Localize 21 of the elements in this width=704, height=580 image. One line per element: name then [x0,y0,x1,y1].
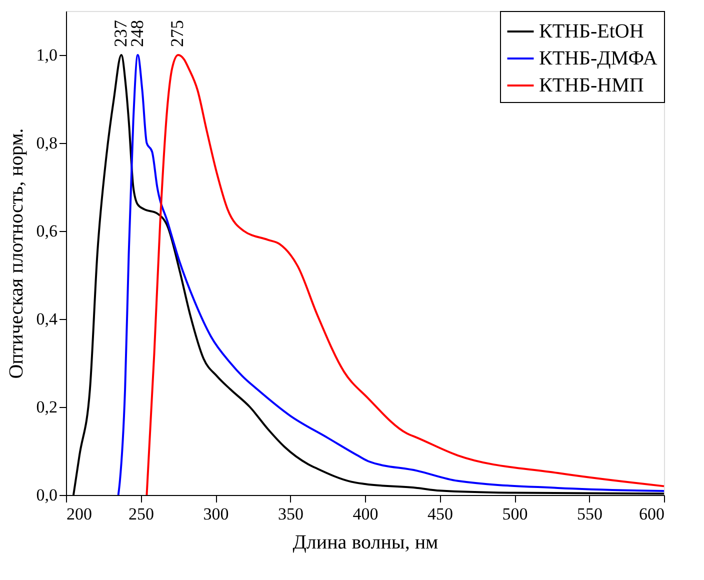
x-tick-label: 400 [352,504,378,524]
y-tick-label: 1,0 [36,46,58,64]
x-tick-label: 200 [66,504,92,524]
legend-label: КТНБ-НМП [539,74,644,96]
y-axis-title: Оптическая плотность, норм. [5,128,28,379]
legend-label: КТНБ-ДМФА [539,48,658,70]
x-tick-label: 300 [203,504,229,524]
x-tick-label: 450 [428,504,453,524]
x-tick-label: 250 [128,504,154,524]
y-tick-label: 0,6 [36,222,58,240]
legend-label: КТНБ-EtOH [539,20,644,42]
y-tick-label: 0,8 [36,134,58,152]
x-axis-title: Длина волны, нм [292,532,439,554]
x-tick-label: 500 [502,504,528,524]
y-tick-label: 0,0 [36,486,58,504]
annotation: 275 [167,20,188,47]
x-tick-label: 350 [278,504,304,524]
x-tick-label: 600 [639,504,664,524]
y-tick-label: 0,4 [36,310,58,328]
y-tick-label: 0,2 [36,398,58,416]
x-tick-label: 550 [577,504,602,524]
